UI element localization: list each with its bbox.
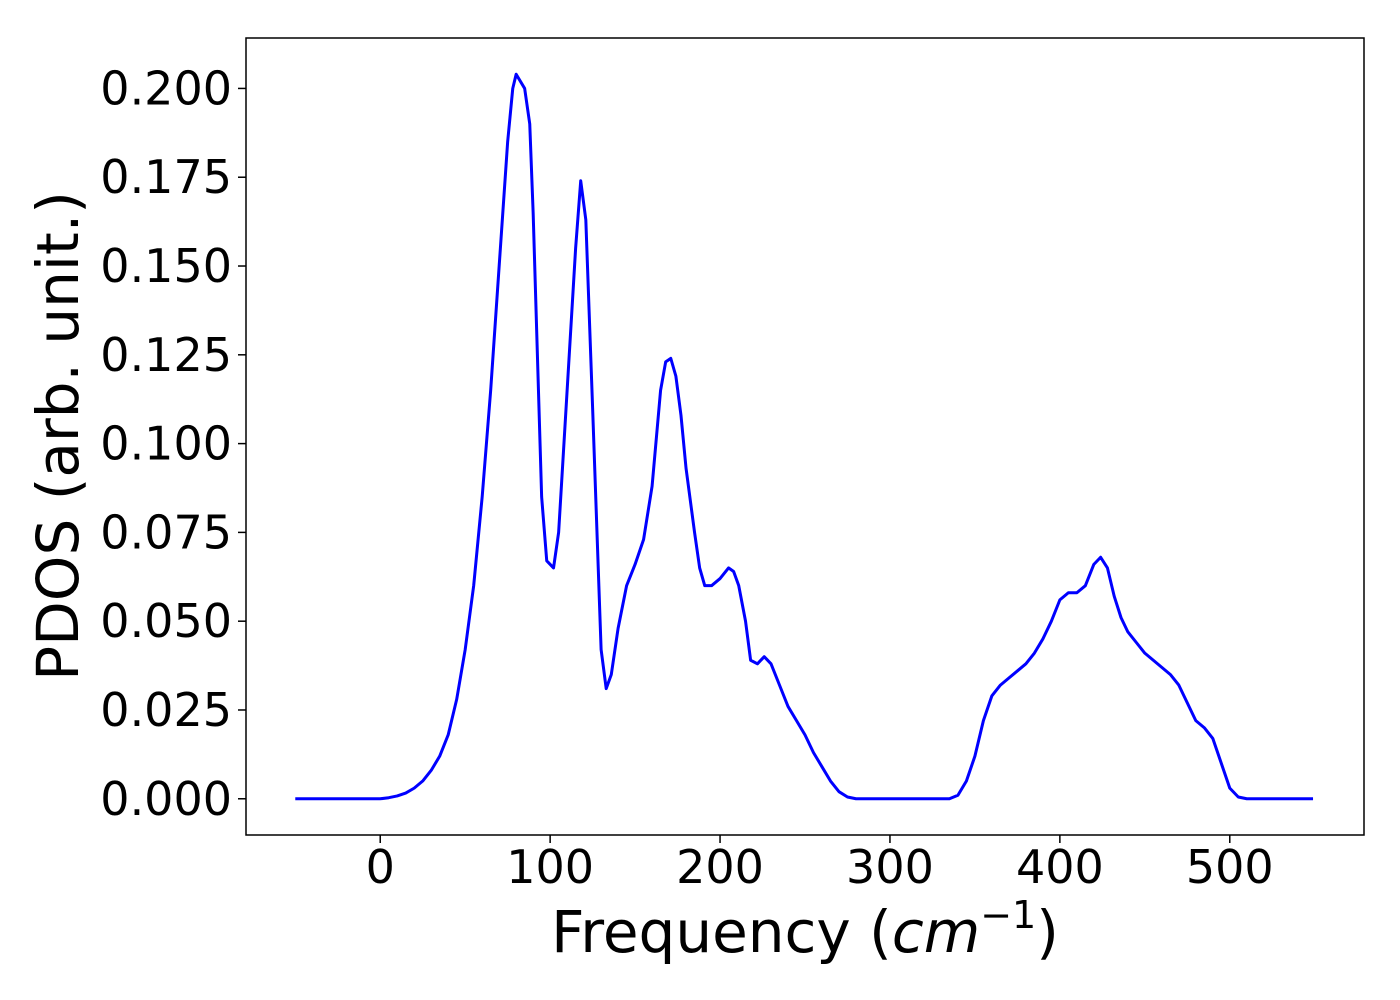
y-tick-label: 0.125 (100, 328, 232, 382)
y-tick-label: 0.200 (100, 61, 232, 115)
x-axis-label: Frequency (cm−1) (551, 893, 1059, 966)
x-tick-label: 400 (1016, 840, 1104, 894)
y-tick-label: 0.025 (100, 683, 232, 737)
y-tick-label: 0.175 (100, 150, 232, 204)
y-tick-label: 0.000 (100, 772, 232, 826)
y-tick-label: 0.100 (100, 417, 232, 471)
y-tick-label: 0.150 (100, 239, 232, 293)
y-tick-label: 0.075 (100, 505, 232, 559)
x-tick-label: 100 (506, 840, 594, 894)
plot-frame (245, 37, 1365, 836)
x-tick-label: 200 (676, 840, 764, 894)
data-line (295, 72, 1314, 801)
x-tick-label: 500 (1186, 840, 1274, 894)
x-tick-label: 300 (846, 840, 934, 894)
y-axis-label: PDOS (arb. unit.) (24, 191, 92, 681)
x-tick-label: 0 (366, 840, 395, 894)
y-tick-label: 0.050 (100, 594, 232, 648)
